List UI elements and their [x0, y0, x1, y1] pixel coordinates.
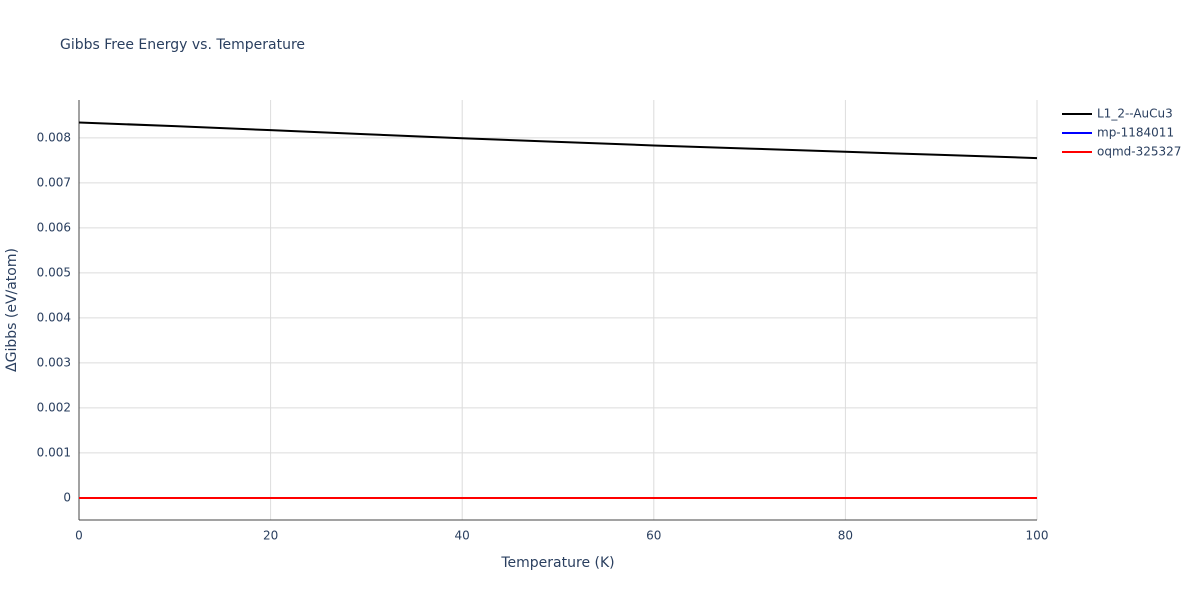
x-axis-title: Temperature (K) — [500, 555, 614, 571]
y-axis-title: ΔGibbs (eV/atom) — [4, 248, 20, 372]
legend-label: oqmd-325327 — [1097, 145, 1181, 159]
x-tick-label: 60 — [646, 529, 661, 543]
x-tick-label: 100 — [1026, 529, 1049, 543]
y-tick-label: 0.001 — [37, 445, 71, 459]
y-tick-label: 0.005 — [37, 265, 71, 279]
series-line — [78, 121, 1038, 160]
x-tick-label: 20 — [263, 529, 278, 543]
x-tick-label: 80 — [838, 529, 853, 543]
x-tick-label: 40 — [455, 529, 470, 543]
legend-label: L1_2--AuCu3 — [1097, 107, 1173, 121]
y-tick-label: 0 — [63, 490, 71, 504]
y-tick-label: 0.003 — [37, 355, 71, 369]
x-tick-label: 0 — [75, 529, 83, 543]
legend-label: mp-1184011 — [1097, 126, 1174, 140]
y-tick-label: 0.004 — [37, 310, 71, 324]
y-tick-label: 0.007 — [37, 175, 71, 189]
y-tick-label: 0.002 — [37, 400, 71, 414]
y-tick-label: 0.008 — [37, 130, 71, 144]
y-tick-label: 0.006 — [37, 220, 71, 234]
chart-title: Gibbs Free Energy vs. Temperature — [60, 37, 305, 53]
